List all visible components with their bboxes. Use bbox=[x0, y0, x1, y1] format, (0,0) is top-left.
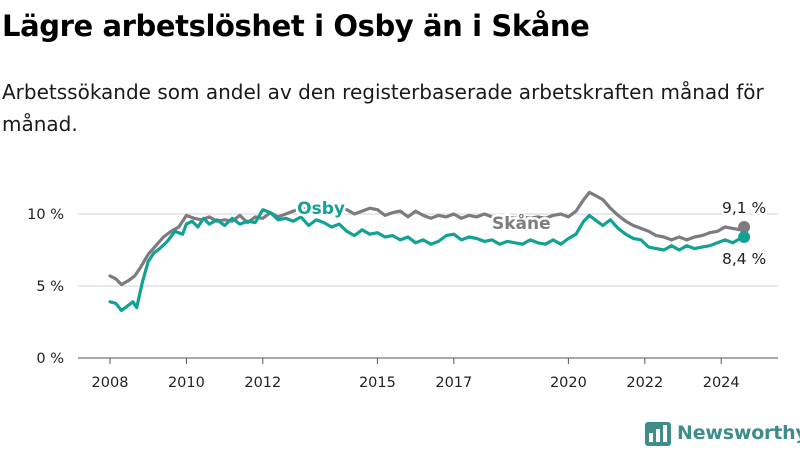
x-tick-label: 2024 bbox=[703, 375, 740, 391]
end-label-skane: 9,1 % bbox=[722, 199, 766, 217]
end-point-skane bbox=[738, 220, 751, 233]
series-line-skane bbox=[108, 190, 746, 287]
x-tick-label: 2022 bbox=[626, 375, 663, 391]
x-tick-label: 2008 bbox=[92, 375, 129, 391]
y-axis: 0 % 5 % 10 % bbox=[27, 207, 64, 367]
x-tick-label: 2012 bbox=[244, 375, 281, 391]
y-tick-label: 5 % bbox=[36, 279, 64, 295]
end-label-osby: 8,4 % bbox=[722, 250, 766, 268]
chart-subtitle: Arbetssökande som andel av den registerb… bbox=[2, 80, 764, 136]
series-labels: Osby Skåne 9,1 % 8,4 % bbox=[295, 196, 769, 270]
brand-name: Newsworthy bbox=[677, 422, 800, 444]
x-tick-label: 2017 bbox=[435, 375, 472, 391]
y-tick-label: 0 % bbox=[36, 351, 64, 367]
newsworthy-logo: Newsworthy bbox=[645, 418, 800, 448]
y-tick-label: 10 % bbox=[27, 207, 64, 223]
x-tick-label: 2010 bbox=[168, 375, 205, 391]
bar-chart-icon bbox=[645, 422, 671, 446]
chart-title: Lägre arbetslöshet i Osby än i Skåne bbox=[2, 9, 590, 43]
series-line-osby bbox=[108, 208, 746, 313]
series-label-skane: Skåne bbox=[492, 212, 551, 234]
x-tick-label: 2015 bbox=[359, 375, 396, 391]
x-axis: 2008 2010 2012 2015 2017 2020 2022 2024 bbox=[92, 358, 740, 391]
series-label-osby: Osby bbox=[297, 199, 345, 219]
series-lines bbox=[108, 190, 751, 313]
end-point-osby bbox=[738, 231, 751, 244]
x-tick-label: 2020 bbox=[550, 375, 587, 391]
grid-lines bbox=[78, 213, 778, 359]
